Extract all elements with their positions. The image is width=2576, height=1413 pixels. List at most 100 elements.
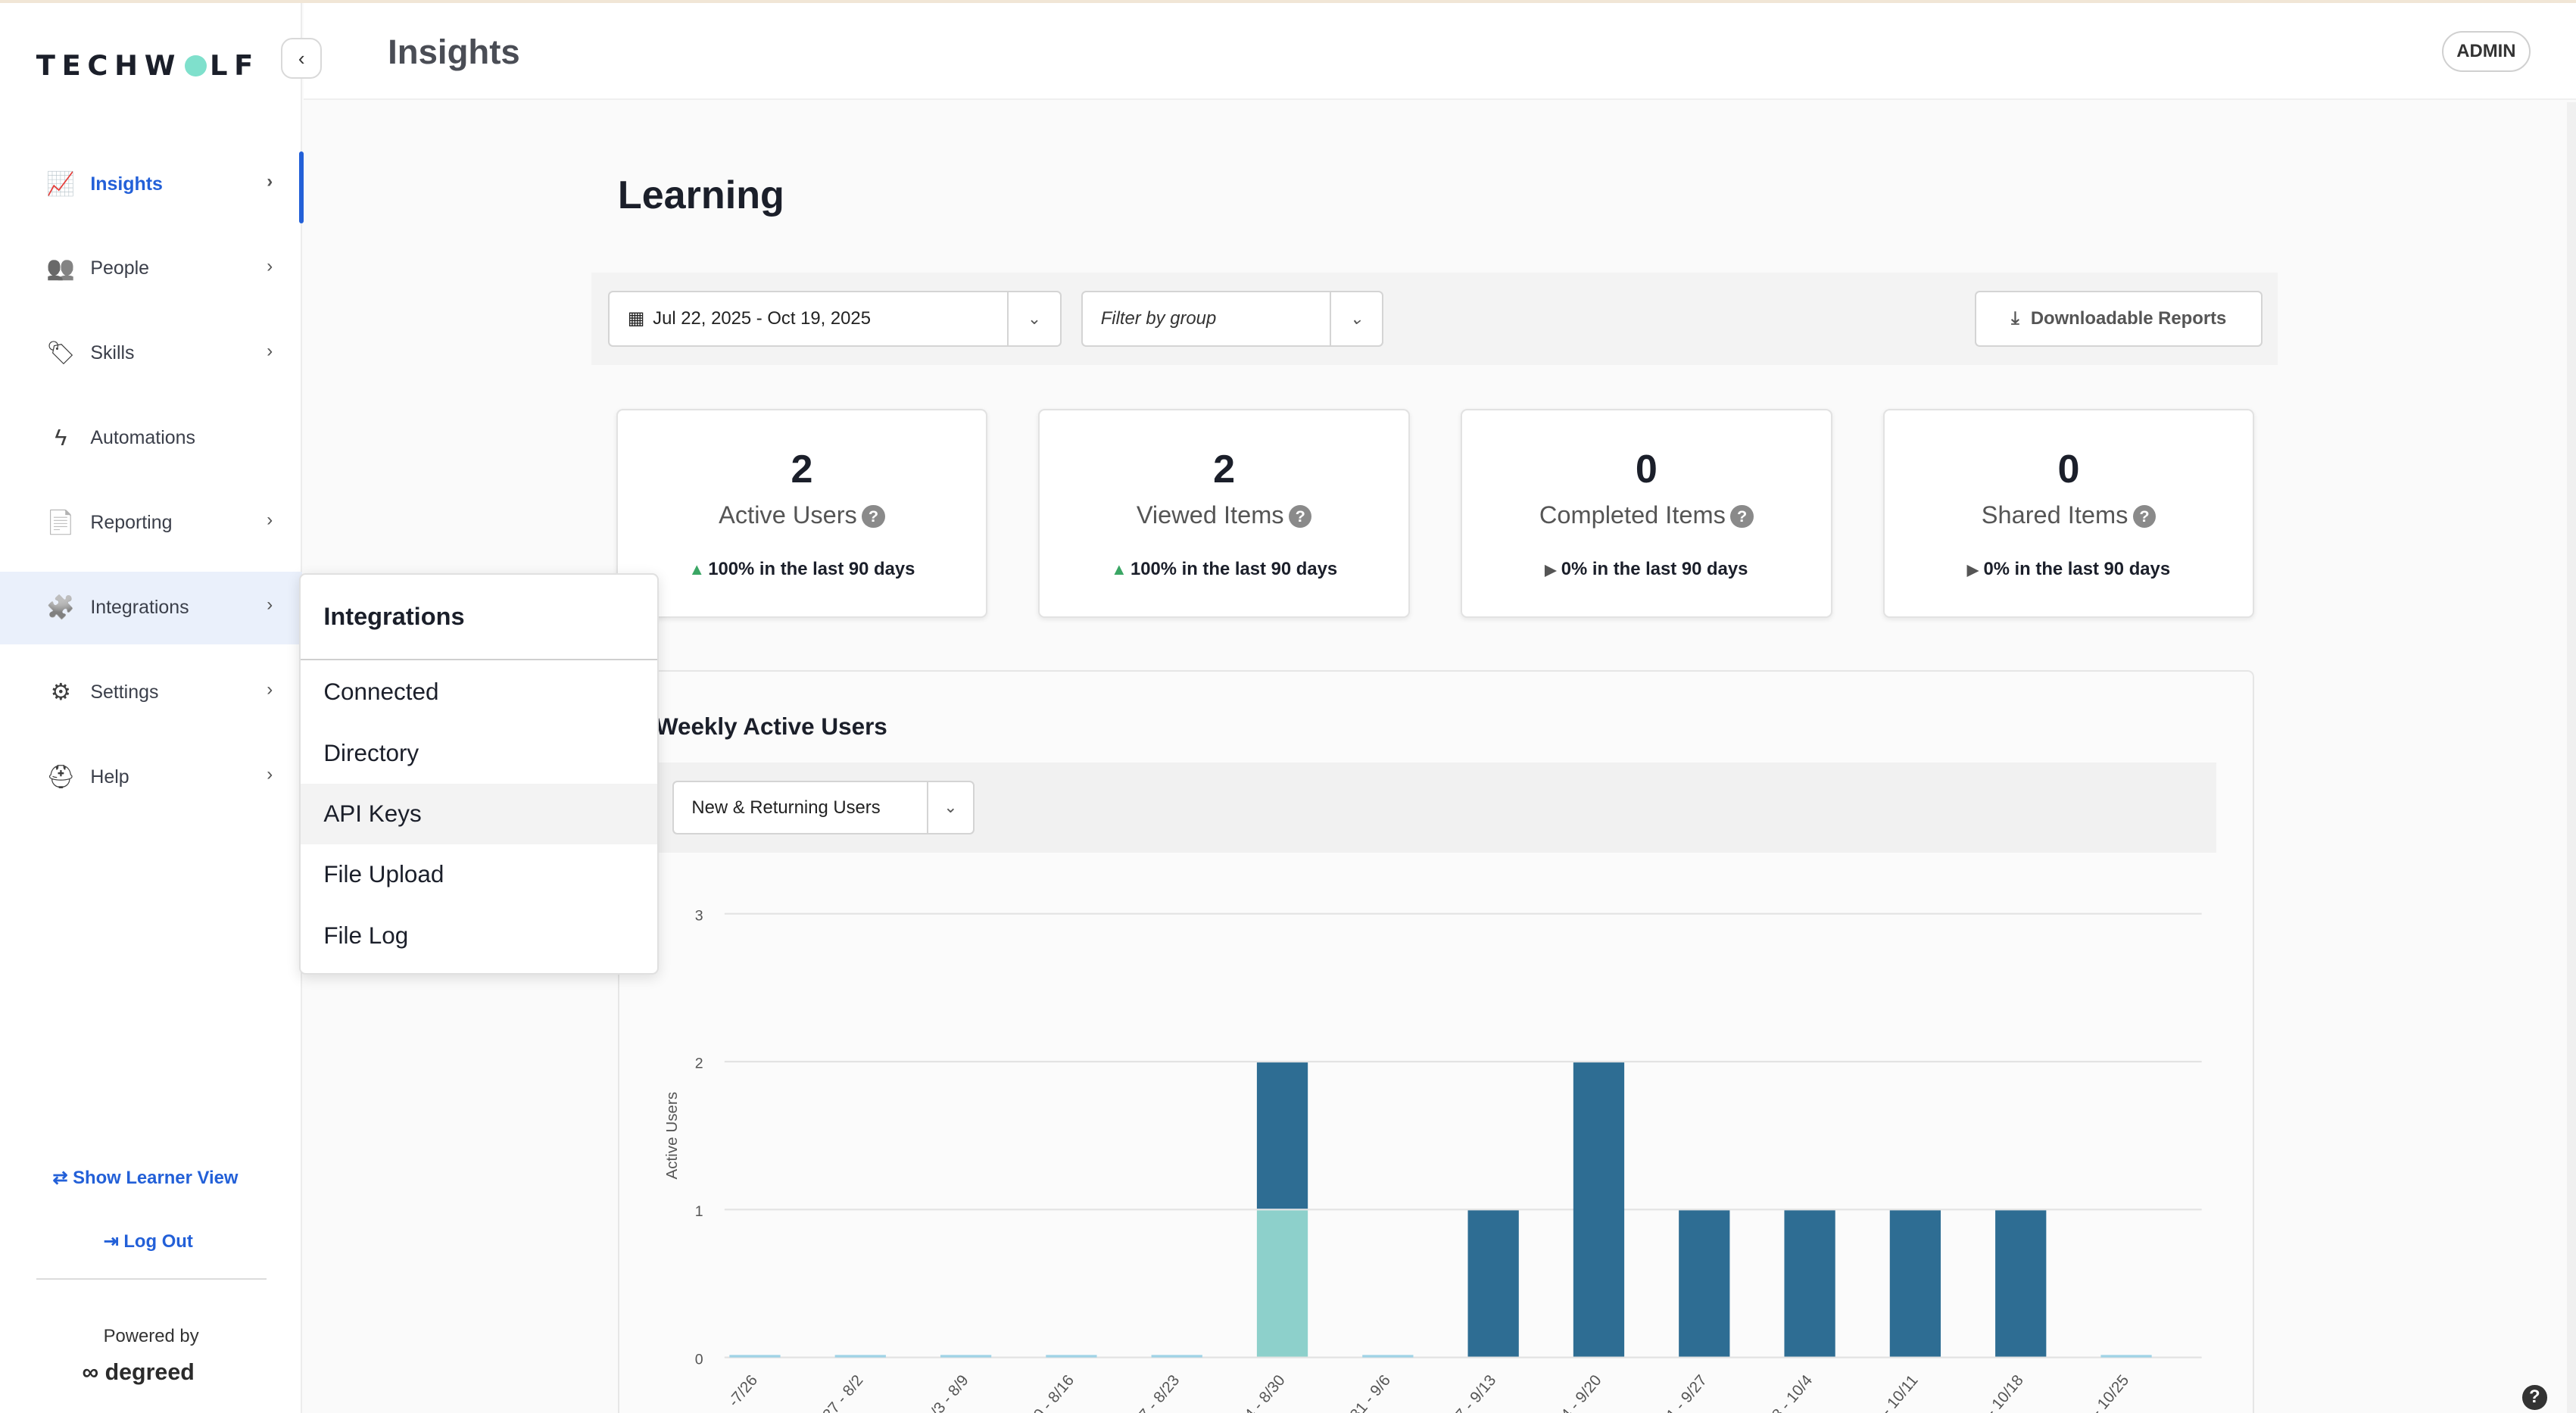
lifebuoy-icon: ⛑: [45, 764, 76, 791]
bar-segment-empty: [1151, 1355, 1202, 1358]
metric-card: 2 Active Users? ▲ 100% in the last 90 days: [616, 409, 988, 618]
metric-value: 0: [1635, 448, 1658, 492]
x-tick-label: 8 - 10/4: [1769, 1371, 1817, 1413]
y-tick-label: 0: [695, 1351, 703, 1368]
bar-segment-empty: [2100, 1355, 2152, 1358]
metric-change: 100% in the last 90 days: [708, 558, 915, 579]
sidebar-item-skills[interactable]: 🏷 Skills ›: [0, 317, 302, 389]
bar-segment: [1995, 1210, 2047, 1357]
downloadable-reports-button[interactable]: ⤓ Downloadable Reports: [1975, 291, 2263, 347]
metric-value: 2: [791, 448, 813, 492]
bar-segment: [1679, 1210, 1730, 1357]
metric-label: Active Users: [719, 501, 857, 529]
show-learner-view-label: Show Learner View: [73, 1167, 239, 1188]
flyout-item-directory[interactable]: Directory: [323, 739, 419, 766]
flyout-item-connected[interactable]: Connected: [323, 678, 439, 706]
logo-text-end: LF: [209, 49, 260, 83]
series-select-value: New & Returning Users: [691, 797, 881, 818]
weekly-active-users-chart: 0 1 2 3 Active Users -7/26 27 - 8/2/3 - 8/9 0 -…: [663, 907, 2202, 1413]
y-tick-label: 3: [695, 907, 703, 924]
sidebar-item-settings[interactable]: ⚙ Settings ›: [0, 657, 302, 728]
x-tick-label: - 10/11: [1878, 1371, 1922, 1413]
sidebar: TECHW LF 📈 Insights › 👥 People › 🏷 Skills › ϟ Autom…: [0, 3, 304, 1413]
bar-segment: [1784, 1210, 1835, 1357]
metric-change-row: ▶ 0% in the last 90 days: [1462, 559, 1830, 580]
sidebar-item-reporting[interactable]: 📄 Reporting ›: [0, 487, 302, 559]
top-accent-line: [0, 0, 2576, 4]
sidebar-divider: [36, 1278, 267, 1280]
admin-badge[interactable]: ADMIN: [2441, 31, 2531, 72]
scrollbar[interactable]: [2566, 101, 2576, 1413]
help-icon[interactable]: ?: [1730, 504, 1754, 528]
degreed-wordmark: degreed: [104, 1358, 195, 1385]
group-filter-select[interactable]: Filter by group ⌄: [1081, 291, 1384, 347]
report-icon: 📄: [46, 510, 76, 536]
collapse-sidebar-button[interactable]: ‹: [281, 37, 323, 80]
y-axis-label: Active Users: [663, 1092, 681, 1180]
trend-up-icon: ▲: [1111, 559, 1127, 579]
panel-title: Weekly Active Users: [655, 713, 887, 740]
chevron-down-icon[interactable]: ⌄: [1329, 292, 1382, 345]
sidebar-item-people[interactable]: 👥 People ›: [0, 232, 302, 304]
bar-segment-empty: [834, 1355, 887, 1358]
metric-label-row: Shared Items?: [1885, 501, 2253, 529]
bar-segment: [1467, 1210, 1519, 1357]
y-tick-label: 1: [695, 1203, 703, 1220]
swap-arrows-icon: ⇄: [52, 1167, 68, 1188]
log-out-label: Log Out: [123, 1231, 193, 1252]
sidebar-item-label: Help: [90, 766, 129, 788]
sidebar-item-label: Skills: [90, 342, 135, 364]
flyout-item-file-log[interactable]: File Log: [323, 922, 409, 949]
logout-icon: ⇥: [103, 1231, 119, 1252]
series-select[interactable]: New & Returning Users ⌄: [672, 780, 975, 835]
metric-change-row: ▲ 100% in the last 90 days: [618, 559, 986, 580]
x-tick-label: 7 - 9/13: [1452, 1371, 1500, 1413]
metric-card: 0 Completed Items? ▶ 0% in the last 90 days: [1461, 409, 1832, 618]
sidebar-item-label: People: [90, 257, 149, 279]
sidebar-item-integrations[interactable]: 🧩 Integrations ›: [0, 572, 303, 644]
chevron-right-icon: ›: [267, 594, 273, 616]
trend-flat-icon: ▶: [1545, 561, 1557, 579]
bar-segment-empty: [729, 1355, 781, 1358]
help-icon[interactable]: ?: [1289, 504, 1312, 528]
flyout-item-file-upload[interactable]: File Upload: [323, 861, 444, 888]
log-out-link[interactable]: ⇥ Log Out: [104, 1231, 193, 1252]
trend-up-icon: ▲: [688, 559, 705, 579]
y-tick-label: 2: [695, 1055, 703, 1071]
metric-card: 0 Shared Items? ▶ 0% in the last 90 days: [1882, 409, 2255, 618]
metric-change-row: ▶ 0% in the last 90 days: [1885, 559, 2253, 580]
sidebar-item-automations[interactable]: ϟ Automations: [0, 402, 302, 474]
page-title: Insights: [388, 33, 520, 72]
logo-text-start: TECHW: [36, 49, 182, 83]
help-icon[interactable]: ?: [2132, 504, 2157, 528]
bar-segment: [1257, 1062, 1308, 1209]
metric-change: 100% in the last 90 days: [1130, 558, 1338, 579]
flyout-item-api-keys[interactable]: API Keys: [300, 783, 658, 845]
sidebar-item-label: Automations: [90, 427, 195, 449]
sidebar-item-insights[interactable]: 📈 Insights ›: [0, 148, 304, 224]
help-icon[interactable]: ?: [862, 504, 885, 528]
sidebar-item-help[interactable]: ⛑ Help ›: [0, 741, 302, 813]
metric-label-row: Active Users?: [618, 501, 986, 529]
show-learner-view-link[interactable]: ⇄ Show Learner View: [52, 1167, 238, 1189]
metric-label: Viewed Items: [1136, 501, 1284, 529]
x-tick-label: - 10/25: [2088, 1371, 2132, 1413]
date-range-picker[interactable]: ▦ Jul 22, 2025 - Oct 19, 2025 ⌄: [607, 291, 1062, 347]
x-tick-label: 27 - 8/2: [819, 1371, 867, 1413]
trend-flat-icon: ▶: [1966, 561, 1979, 579]
metric-change: 0% in the last 90 days: [1561, 558, 1748, 579]
bar-segment: [1573, 1062, 1625, 1357]
x-tick-label: 7 - 8/23: [1136, 1371, 1184, 1413]
tag-icon: 🏷: [45, 340, 76, 367]
help-icon[interactable]: ?: [2521, 1385, 2547, 1410]
metric-label-row: Completed Items?: [1462, 501, 1830, 529]
chevron-down-icon[interactable]: ⌄: [1007, 292, 1059, 345]
chevron-right-icon: ›: [267, 170, 273, 192]
bar-segment-empty: [940, 1355, 992, 1358]
x-tick-label: - 10/18: [1982, 1371, 2027, 1413]
metric-label-row: Viewed Items?: [1040, 501, 1408, 529]
metric-change: 0% in the last 90 days: [1983, 558, 2171, 579]
chevron-down-icon[interactable]: ⌄: [927, 781, 973, 834]
integrations-flyout-menu: Integrations Connected Directory API Keys F…: [298, 573, 660, 975]
flyout-title: Integrations: [323, 603, 465, 631]
